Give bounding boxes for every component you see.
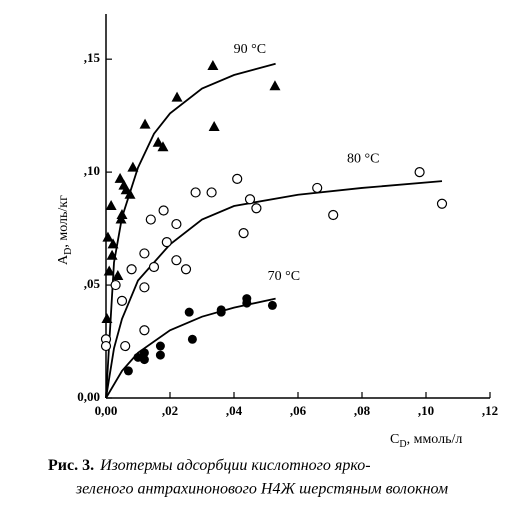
- caption-line: Изотермы адсорбции кислотного ярко-: [99, 457, 370, 474]
- data-point: [123, 366, 133, 376]
- caption-label: Рис. 3.: [48, 457, 94, 474]
- data-point: [101, 312, 113, 323]
- x-symbol: C: [390, 432, 399, 447]
- y-tick-label: 0,00: [77, 389, 100, 404]
- x-tick-label: ,10: [418, 403, 434, 418]
- data-point: [232, 173, 243, 184]
- data-point: [187, 334, 197, 344]
- data-point: [155, 341, 165, 351]
- data-point: [114, 172, 126, 183]
- data-point: [216, 305, 226, 315]
- data-point: [102, 231, 114, 242]
- data-point: [157, 141, 169, 152]
- y-subscript: D: [63, 248, 74, 255]
- data-point: [126, 264, 137, 275]
- data-point: [100, 340, 112, 352]
- x-tick-label: ,02: [162, 403, 178, 418]
- data-point: [190, 187, 201, 198]
- data-point: [242, 298, 252, 308]
- data-point: [139, 282, 150, 293]
- data-point: [152, 136, 164, 147]
- data-point: [139, 118, 151, 129]
- data-point: [269, 80, 281, 91]
- x-tick-label: ,06: [290, 403, 307, 418]
- y-symbol: A: [56, 254, 71, 265]
- x-tick-label: ,08: [354, 403, 371, 418]
- data-point: [171, 218, 182, 230]
- x-tick-label: ,12: [482, 403, 498, 418]
- data-point: [112, 270, 124, 281]
- data-point: [139, 355, 149, 365]
- data-point: [110, 279, 121, 291]
- x-axis-label: CD, ммоль/л: [390, 432, 462, 450]
- x-tick-label: ,04: [226, 403, 243, 418]
- data-point: [105, 200, 117, 210]
- data-point: [145, 214, 156, 225]
- data-point: [251, 203, 262, 214]
- data-point: [208, 120, 220, 131]
- data-point: [139, 325, 150, 336]
- data-point: [171, 255, 182, 266]
- caption-block: Рис. 3. Изотермы адсорбции кислотного ярк…: [48, 457, 371, 474]
- data-point: [139, 348, 149, 358]
- data-point: [107, 238, 119, 249]
- data-point: [414, 167, 425, 178]
- data-point: [312, 182, 323, 194]
- data-point: [184, 307, 194, 317]
- x-unit: , ммоль/л: [407, 432, 463, 447]
- data-point: [124, 188, 136, 199]
- data-point: [244, 194, 256, 205]
- data-point: [238, 228, 249, 239]
- data-point: [180, 264, 192, 275]
- data-point: [127, 161, 139, 172]
- data-point: [267, 300, 277, 310]
- y-tick-label: ,10: [84, 163, 100, 178]
- series-label: 80 °C: [347, 151, 379, 166]
- caption-line: зеленого антрахинонового Н4Ж шерстяным в…: [75, 481, 448, 498]
- data-point: [155, 350, 165, 360]
- data-point: [158, 205, 169, 216]
- data-point: [436, 198, 448, 209]
- data-point: [206, 187, 217, 198]
- data-point: [106, 249, 118, 260]
- data-point: [148, 261, 160, 273]
- fit-curve: [105, 180, 443, 399]
- data-point: [207, 59, 219, 70]
- x-subscript: D: [399, 439, 406, 450]
- fit-curve: [105, 297, 276, 399]
- y-tick-label: ,05: [84, 276, 101, 291]
- data-point: [171, 91, 183, 102]
- x-tick-label: 0,00: [95, 403, 118, 418]
- data-point: [120, 340, 131, 352]
- data-point: [103, 265, 115, 276]
- series-label: 90 °C: [234, 42, 266, 57]
- y-unit: , моль/кг: [56, 195, 71, 248]
- data-point: [328, 209, 339, 221]
- data-point: [139, 248, 150, 259]
- y-axis-label: AD, моль/кг: [56, 195, 74, 265]
- series-label: 70 °C: [268, 269, 300, 284]
- data-point: [161, 237, 172, 248]
- y-tick-label: ,15: [84, 50, 101, 65]
- data-point: [116, 209, 128, 220]
- data-point: [116, 295, 128, 306]
- fit-curve: [105, 62, 276, 399]
